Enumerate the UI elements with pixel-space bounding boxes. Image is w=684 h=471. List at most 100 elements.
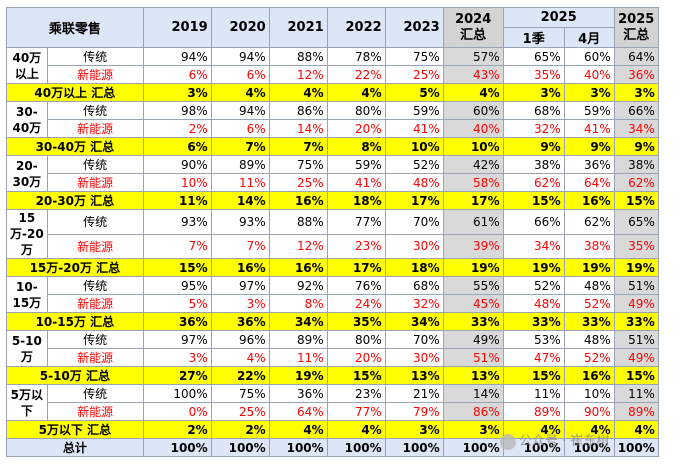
category-label: 40万以上 <box>6 47 48 84</box>
share-cell: 75% <box>268 155 328 174</box>
summary-cell: 4% <box>268 420 328 439</box>
share-cell: 61% <box>442 209 504 235</box>
share-cell: 59% <box>326 155 386 174</box>
col-2025-q1: 1季 <box>502 27 565 48</box>
category-label: 10-15万 <box>6 276 48 313</box>
table-row-summary: 40万以上 汇总 3% 4% 4% 4% 5% 4% 3% 3% 3% <box>6 83 659 102</box>
share-cell-nev: 4% <box>210 348 270 367</box>
share-cell: 95% <box>142 276 212 295</box>
share-cell-nev: 86% <box>442 402 504 421</box>
share-cell: 78% <box>326 47 386 66</box>
share-cell: 94% <box>142 47 212 66</box>
share-cell-nev: 11% <box>210 173 270 192</box>
table-row-summary: 5-10万 汇总 27% 22% 19% 15% 13% 13% 15% 16% 15% <box>6 366 659 385</box>
share-cell-nev: 8% <box>268 294 328 313</box>
share-cell: 66% <box>502 209 565 235</box>
summary-cell: 15% <box>502 191 565 210</box>
share-cell: 36% <box>268 384 328 403</box>
summary-cell: 19% <box>613 258 659 277</box>
share-cell: 90% <box>142 155 212 174</box>
share-cell: 80% <box>326 330 386 349</box>
share-cell: 93% <box>142 209 212 235</box>
watermark-text: 公众号 · 崔东树 <box>519 434 610 449</box>
share-cell-nev: 25% <box>210 402 270 421</box>
share-cell-nev: 36% <box>613 65 659 84</box>
summary-cell: 35% <box>326 312 386 331</box>
summary-cell: 10% <box>442 137 504 156</box>
share-cell: 10% <box>563 384 615 403</box>
table-row-traditional: 15万-20万 传统 93% 93% 88% 77% 70% 61% 66% 62% 65% <box>6 209 659 259</box>
type-label-traditional: 传统 <box>46 155 144 174</box>
summary-cell: 33% <box>442 312 504 331</box>
table-row-traditional: 40万以上 传统 94% 94% 88% 78% 75% 57% 65% 60% 64% <box>6 47 659 84</box>
share-cell-nev: 3% <box>210 294 270 313</box>
share-cell: 38% <box>502 155 565 174</box>
share-cell-nev: 32% <box>384 294 444 313</box>
summary-cell: 34% <box>384 312 444 331</box>
total-cell: 100% <box>210 438 270 457</box>
share-cell: 68% <box>384 276 444 295</box>
type-label-nev: 新能源 <box>46 173 144 192</box>
col-group-2025: 2025 <box>502 7 615 28</box>
col-2019: 2019 <box>142 7 212 48</box>
col-2023: 2023 <box>384 7 444 48</box>
header-row-2: 1季 4月 <box>7 27 659 48</box>
summary-cell: 17% <box>384 191 444 210</box>
col-2024-total: 2024 汇总 <box>442 7 504 48</box>
summary-cell: 15% <box>502 366 565 385</box>
col-2022: 2022 <box>326 7 386 48</box>
share-cell-nev: 48% <box>502 294 565 313</box>
share-cell-nev: 38% <box>563 233 615 259</box>
share-cell-nev: 77% <box>326 402 386 421</box>
share-cell: 70% <box>384 330 444 349</box>
share-cell: 88% <box>268 47 328 66</box>
header-row-1: 乘联零售 2019 2020 2021 2022 2023 2024 汇总 20… <box>6 7 659 48</box>
share-cell: 96% <box>210 330 270 349</box>
share-cell-nev: 40% <box>563 65 615 84</box>
summary-cell: 16% <box>563 366 615 385</box>
col-2025-total: 2025 汇总 <box>613 7 659 48</box>
summary-cell: 9% <box>502 137 565 156</box>
table-row-nev: 新能源 10% 11% 25% 41% 48% 58% 62% 64% 62% <box>7 173 659 192</box>
share-cell-nev: 34% <box>613 119 659 138</box>
share-cell-nev: 3% <box>142 348 212 367</box>
summary-cell: 15% <box>613 366 659 385</box>
share-cell-nev: 49% <box>613 294 659 313</box>
summary-cell: 4% <box>268 83 328 102</box>
summary-cell: 7% <box>210 137 270 156</box>
share-cell-nev: 7% <box>142 233 212 259</box>
summary-cell: 22% <box>210 366 270 385</box>
table-row-summary: 5万以下 汇总 2% 2% 4% 4% 3% 3% 4% 4% 4% <box>6 420 659 439</box>
share-cell-nev: 89% <box>502 402 565 421</box>
summary-cell: 7% <box>268 137 328 156</box>
share-cell: 80% <box>326 101 386 120</box>
share-cell: 49% <box>442 330 504 349</box>
summary-label: 10-15万 汇总 <box>6 312 144 331</box>
total-cell: 100% <box>142 438 212 457</box>
share-cell-nev: 11% <box>268 348 328 367</box>
table-row-traditional: 20-30万 传统 90% 89% 75% 59% 52% 42% 38% 36% 38% <box>6 155 659 192</box>
share-cell: 65% <box>613 209 659 235</box>
col-2025-apr: 4月 <box>563 27 615 48</box>
share-cell: 89% <box>268 330 328 349</box>
share-cell: 11% <box>502 384 565 403</box>
share-cell: 52% <box>502 276 565 295</box>
share-cell-nev: 41% <box>326 173 386 192</box>
total-cell: 100% <box>613 438 659 457</box>
share-cell: 88% <box>268 209 328 235</box>
summary-cell: 11% <box>142 191 212 210</box>
share-cell: 60% <box>442 101 504 120</box>
share-cell-nev: 52% <box>563 348 615 367</box>
summary-cell: 9% <box>563 137 615 156</box>
type-label-traditional: 传统 <box>46 330 144 349</box>
share-cell-nev: 90% <box>563 402 615 421</box>
table-row-nev: 新能源 7% 7% 12% 23% 30% 39% 34% 38% 35% <box>7 233 659 259</box>
type-label-traditional: 传统 <box>46 384 144 403</box>
share-cell-nev: 22% <box>326 65 386 84</box>
share-cell-nev: 62% <box>613 173 659 192</box>
share-cell: 62% <box>563 209 615 235</box>
col-2020: 2020 <box>210 7 270 48</box>
table-wrapper: 乘联零售 2019 2020 2021 2022 2023 2024 汇总 20… <box>6 7 659 457</box>
table-row-summary: 10-15万 汇总 36% 36% 34% 35% 34% 33% 33% 33% 33% <box>6 312 659 331</box>
share-cell-nev: 35% <box>502 65 565 84</box>
